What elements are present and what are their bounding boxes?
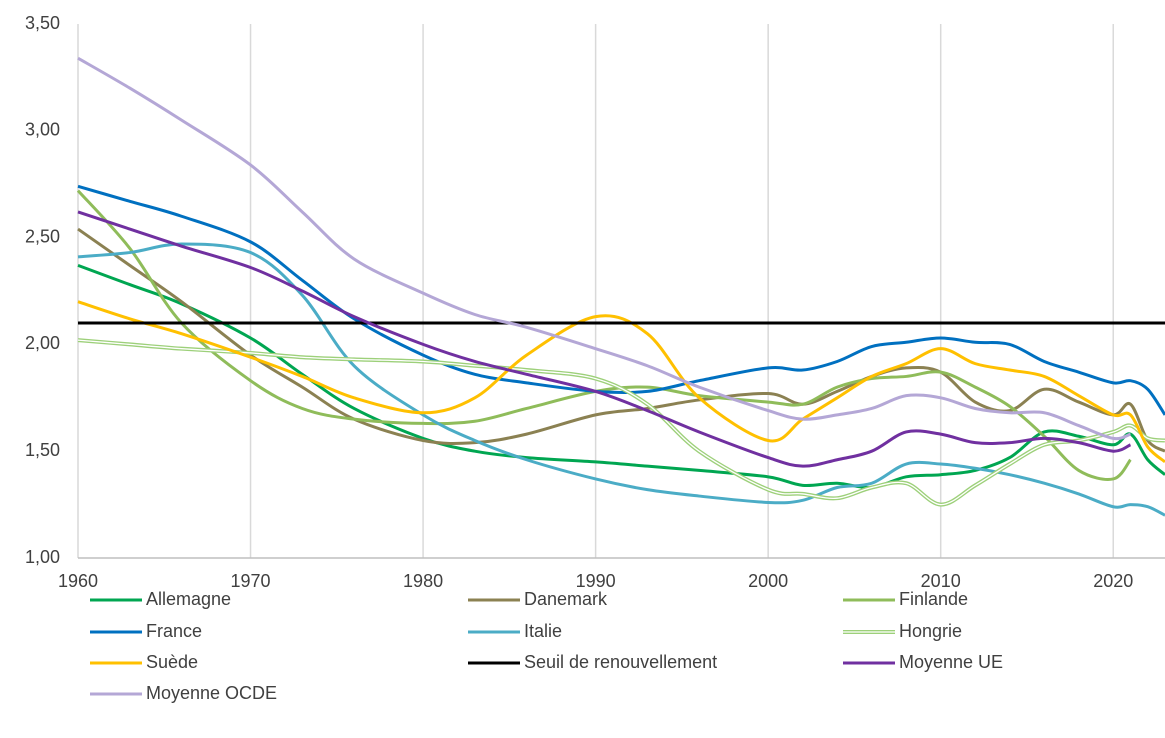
line-inner [77,339,1165,506]
y-tick-label: 3,50 [25,13,60,33]
x-tick-label: 1980 [403,571,443,591]
line [77,184,1165,416]
x-tick-label: 2000 [748,571,788,591]
y-tick-label: 1,00 [25,547,60,567]
legend-label: Hongrie [899,621,962,641]
y-tick-label: 2,00 [25,333,60,353]
legend-label: Suède [146,652,198,672]
legend-label: Allemagne [146,589,231,609]
x-tick-label: 1960 [58,571,98,591]
legend-label: Finlande [899,589,968,609]
y-tick-label: 2,50 [25,226,60,246]
line [77,56,1132,441]
x-tick-label: 1970 [231,571,271,591]
legend-label: Moyenne OCDE [146,683,277,703]
line [77,210,1132,468]
legend-label: Danemark [524,589,608,609]
line [77,338,1165,507]
line [76,189,1132,481]
legend-label: Italie [524,621,562,641]
x-tick-label: 1990 [576,571,616,591]
x-tick-label: 2010 [921,571,961,591]
legend-label: Seuil de renouvellement [524,652,717,672]
y-tick-label: 3,00 [25,120,60,140]
line [77,242,1165,517]
line [77,263,1165,490]
line [77,227,1165,453]
y-tick-label: 1,50 [25,440,60,460]
x-tick-label: 2020 [1093,571,1133,591]
legend-label: Moyenne UE [899,652,1003,672]
line [77,300,1165,464]
legend-label: France [146,621,202,641]
